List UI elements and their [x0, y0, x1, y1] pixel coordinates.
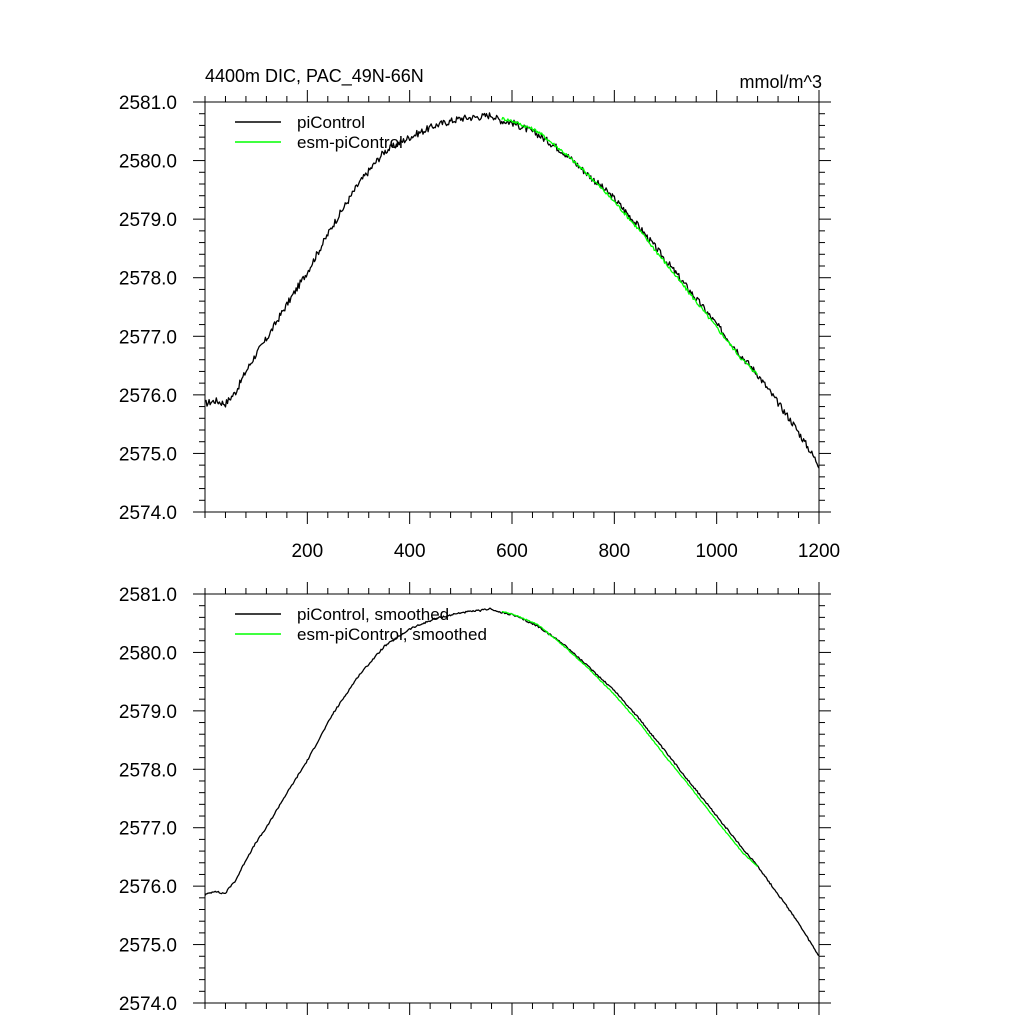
x-tick-label: 800: [598, 541, 630, 562]
series-line-esm-picontrol-smoothed: [501, 610, 759, 868]
legend-label: esm-piControl: [297, 133, 403, 152]
x-tick-label: 1200: [798, 541, 840, 562]
y-tick-label: 2581.0: [119, 585, 177, 606]
y-tick-label: 2575.0: [119, 444, 177, 465]
y-tick-label: 2578.0: [119, 269, 177, 290]
y-tick-label: 2574.0: [119, 503, 177, 524]
series-line-picontrol: [205, 112, 819, 469]
y-tick-label: 2581.0: [119, 93, 177, 114]
y-tick-label: 2576.0: [119, 386, 177, 407]
y-tick-label: 2575.0: [119, 936, 177, 957]
legend-label: piControl, smoothed: [297, 605, 449, 624]
y-tick-label: 2576.0: [119, 877, 177, 898]
y-tick-label: 2580.0: [119, 152, 177, 173]
y-tick-label: 2579.0: [119, 210, 177, 231]
chart-title: 4400m DIC, PAC_49N-66N: [205, 66, 424, 87]
series-line-esm-picontrol: [501, 116, 758, 375]
y-tick-label: 2580.0: [119, 643, 177, 664]
units-label: mmol/m^3: [740, 72, 822, 92]
y-tick-label: 2579.0: [119, 702, 177, 723]
plot-frame: [204, 593, 820, 1004]
x-tick-label: 1000: [696, 541, 738, 562]
x-tick-label: 400: [394, 541, 426, 562]
legend-label: esm-piControl, smoothed: [297, 625, 487, 644]
y-tick-label: 2578.0: [119, 760, 177, 781]
y-axis-ticks: [193, 593, 831, 1004]
legend-label: piControl: [297, 113, 365, 132]
chart-top-panel: 2574.0 2575.0 2576.0 2577.0 2578.0 2579.0 2580…: [119, 66, 840, 562]
y-tick-label: 2574.0: [119, 994, 177, 1015]
x-tick-label: 200: [291, 541, 323, 562]
x-tick-label: 600: [496, 541, 528, 562]
series-line-picontrol-smoothed: [205, 607, 819, 957]
x-axis-ticks: [204, 582, 820, 1015]
y-tick-label: 2577.0: [119, 327, 177, 348]
chart-bottom-panel: 2574.0 2575.0 2576.0 2577.0 2578.0 2579.0 2580…: [119, 582, 831, 1015]
plot-frame: [204, 101, 820, 513]
y-tick-label: 2577.0: [119, 819, 177, 840]
y-axis-ticks: [193, 101, 831, 513]
x-axis-ticks: [204, 90, 820, 524]
series-lines: [205, 112, 819, 469]
series-lines: [205, 607, 819, 957]
